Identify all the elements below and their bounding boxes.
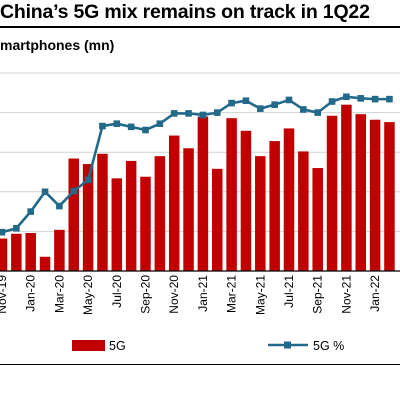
marker-Nov-19: [0, 228, 6, 236]
marker-May-21: [257, 105, 264, 112]
marker-Mar-20: [56, 202, 63, 210]
bar-Feb-22: [384, 122, 395, 271]
marker-Nov-20: [170, 110, 178, 117]
tick-label: Jan-20: [24, 275, 38, 312]
bar-series-5g: [0, 104, 395, 272]
marker-Apr-20: [70, 187, 78, 195]
bar-Dec-19: [11, 233, 22, 271]
bar-Jun-20: [97, 153, 108, 271]
y-axis-label: martphones (mn): [0, 37, 115, 53]
marker-Mar-21: [228, 99, 235, 107]
title-divider: [0, 26, 400, 28]
bottom-divider: [0, 364, 400, 365]
bar-Aug-21: [298, 151, 309, 271]
marker-Oct-20: [156, 120, 164, 127]
bar-Jun-21: [269, 141, 280, 271]
bar-May-20: [82, 164, 94, 271]
marker-Jan-22: [371, 95, 379, 103]
marker-Dec-20: [185, 110, 192, 117]
bar-Nov-20: [168, 135, 180, 271]
tick-label: Nov-19: [0, 275, 9, 314]
marker-Jun-20: [99, 122, 106, 130]
bar-Sep-20: [140, 176, 151, 271]
tick-label: Mar-20: [52, 275, 66, 313]
marker-Feb-21: [213, 109, 221, 116]
marker-Sep-21: [314, 109, 321, 116]
line-series-5g-percent: [0, 93, 393, 236]
bar-Feb-20: [39, 256, 51, 271]
tick-label: May-20: [81, 275, 95, 315]
marker-Oct-21: [328, 98, 336, 105]
tick-label: Jul-20: [110, 275, 124, 308]
bar-Mar-20: [54, 229, 65, 271]
marker-Feb-20: [41, 188, 49, 196]
line-5g-percent: [1, 95, 390, 234]
marker-Jan-20: [27, 208, 34, 215]
chart-title: China’s 5G mix remains on track in 1Q22: [0, 1, 370, 23]
bar-Jul-21: [283, 128, 295, 271]
marker-Aug-21: [300, 106, 307, 113]
bar-Jan-22: [369, 119, 381, 271]
bar-Jan-20: [25, 232, 36, 271]
marker-Apr-21: [242, 97, 250, 105]
bar-Mar-21: [226, 118, 237, 271]
bar-Sep-21: [312, 168, 323, 271]
marker-Jan-21: [199, 111, 207, 119]
tick-label: May-21: [253, 275, 267, 315]
tick-label: Sep-20: [139, 275, 153, 314]
bar-Apr-21: [240, 130, 252, 271]
bar-Jan-21: [197, 116, 209, 271]
marker-Dec-19: [13, 224, 20, 232]
tick-label: Jan-22: [368, 275, 382, 312]
marker-Dec-21: [357, 95, 365, 102]
bar-Feb-21: [212, 168, 223, 271]
bar-Nov-21: [341, 104, 352, 272]
tick-label: Jul-21: [282, 275, 296, 308]
tick-label: Sep-21: [311, 275, 325, 314]
marker-Nov-21: [343, 93, 350, 101]
legend-marker-5g-percent: [284, 341, 291, 349]
x-tick-labels: Nov-19 Jan-20 Mar-20 May-20 Jul-20 Sep-20 Nov-…: [0, 275, 382, 315]
marker-Jul-20: [113, 120, 121, 127]
tick-label: Nov-20: [167, 275, 181, 314]
bar-Oct-20: [154, 156, 166, 271]
legend-label-5g: 5G: [109, 339, 126, 353]
marker-May-20: [84, 176, 92, 184]
bar-Dec-21: [355, 114, 366, 272]
bar-Apr-20: [68, 158, 79, 271]
tick-label: Nov-21: [339, 275, 353, 314]
legend-label-5g-percent: 5G %: [313, 339, 344, 353]
marker-Jun-21: [271, 101, 278, 108]
tick-label: Mar-21: [225, 275, 239, 313]
marker-Jul-21: [285, 96, 293, 104]
bar-Dec-20: [183, 148, 194, 271]
bar-Nov-19: [0, 238, 8, 271]
marker-Aug-20: [127, 123, 135, 131]
tick-label: Jan-21: [196, 275, 210, 312]
bar-Aug-20: [125, 160, 137, 271]
marker-Sep-20: [142, 126, 149, 134]
bar-May-21: [255, 156, 266, 271]
legend-swatch-5g: [72, 340, 105, 351]
bar-Oct-21: [326, 115, 338, 271]
marker-Feb-22: [386, 95, 393, 103]
bar-Jul-20: [111, 178, 123, 271]
legend: 5G 5G %: [72, 339, 344, 353]
